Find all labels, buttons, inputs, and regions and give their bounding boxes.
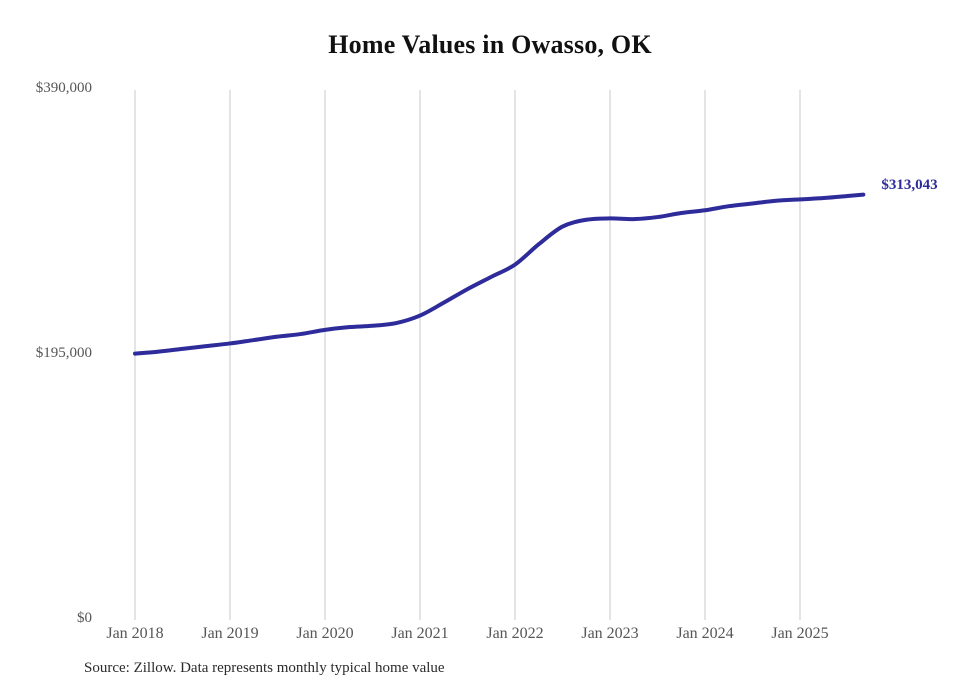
y-tick-label: $195,000: [35, 345, 92, 361]
source-note: Source: Zillow. Data represents monthly …: [84, 660, 445, 676]
x-tick-label-jan-2019: Jan 2019: [201, 625, 259, 642]
y-tick-label: $390,000: [35, 80, 92, 96]
chart-title: Home Values in Owasso, OK: [328, 30, 652, 59]
x-tick-label-jan-2024: Jan 2024: [676, 625, 734, 642]
series-layer: [133, 192, 866, 356]
gridlines: [134, 90, 801, 620]
x-tick-label-jan-2021: Jan 2021: [391, 625, 449, 642]
y-tick-label: $0: [77, 610, 92, 626]
x-tick-label-jan-2023: Jan 2023: [581, 625, 639, 642]
x-tick-label-jan-2020: Jan 2020: [296, 625, 354, 642]
x-tick-label-jan-2025: Jan 2025: [771, 625, 829, 642]
end-value-label: $313,043: [881, 176, 938, 193]
x-tick-label-jan-2022: Jan 2022: [486, 625, 544, 642]
x-tick-label-jan-2018: Jan 2018: [106, 625, 164, 642]
series-line-0: [133, 192, 866, 356]
